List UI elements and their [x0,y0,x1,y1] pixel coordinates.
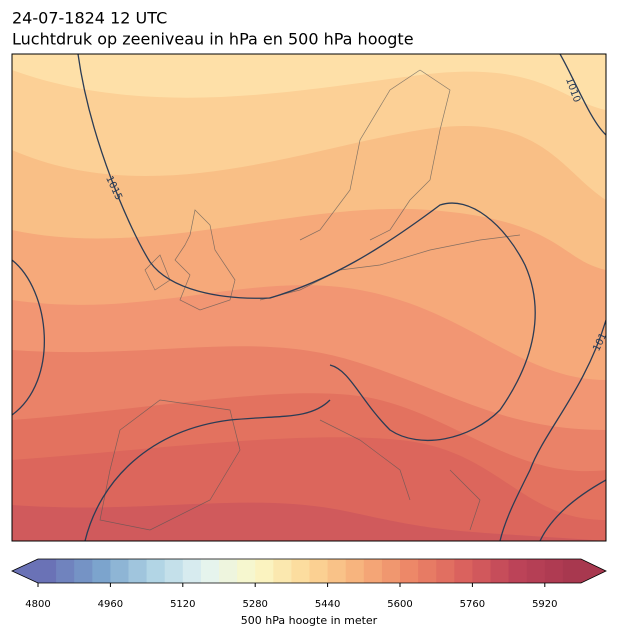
colorbar-segment [418,559,437,583]
colorbar-segment [237,559,256,583]
colorbar-segment [273,559,292,583]
colorbar-segment [345,559,365,583]
colorbar-segment [291,559,310,583]
colorbar-segment [562,559,582,583]
colorbar-tick-label: 5600 [387,599,412,610]
colorbar: 4800 4960 5120 5280 5440 5600 5760 5920 [11,558,607,610]
isobar [84,399,331,541]
subtitle: Luchtdruk op zeeniveau in hPa en 500 hPa… [12,30,414,49]
colorbar-segment [74,559,93,583]
colorbar-extend-low [12,559,38,583]
colorbar-segment [436,559,455,583]
colorbar-segment [472,559,491,583]
colorbar-tick-label: 4800 [25,599,50,610]
colorbar-segment [92,559,111,583]
band [12,502,606,541]
colorbar-tick-label: 4960 [98,599,123,610]
colorbar-tick-label: 5920 [532,599,557,610]
colorbar-segment [110,559,129,583]
colorbar-outline [11,558,607,584]
colorbar-segment [400,559,419,583]
colorbar-label: 500 hPa hoogte in meter [241,614,378,627]
isobar [12,259,46,416]
colorbar-segment [508,559,528,583]
colorbar-tick-label: 5760 [460,599,485,610]
colorbar-segment [381,559,401,583]
isobar [77,54,536,442]
isobar [559,54,606,136]
isobar [539,479,606,541]
colorbar-tick-label: 5440 [315,599,340,610]
colorbar-segment [327,559,347,583]
colorbar-tick-label: 5120 [170,599,195,610]
colorbar-segment [146,559,166,583]
colorbar-segment [164,559,184,583]
colorbar-segment [363,559,383,583]
colorbar-segment [128,559,148,583]
colorbar-segment [200,559,220,583]
colorbar-segment [544,559,564,583]
colorbar-segment [56,559,75,583]
coastline [99,69,521,531]
isobar [499,319,606,541]
map: 1010 1015 101 [12,54,606,541]
colorbar-segment [219,559,238,583]
colorbar-segment [255,559,274,583]
title: 24-07-1824 12 UTC [12,9,167,28]
colorbar-tick-label: 5280 [242,599,267,610]
map-frame [11,53,607,542]
colorbar-segment [309,559,329,583]
colorbar-segment [454,559,473,583]
colorbar-segment [38,559,57,583]
colorbar-extend-high [581,559,606,583]
colorbar-segment [182,559,202,583]
colorbar-segment [490,559,510,583]
colorbar-segment [526,559,546,583]
